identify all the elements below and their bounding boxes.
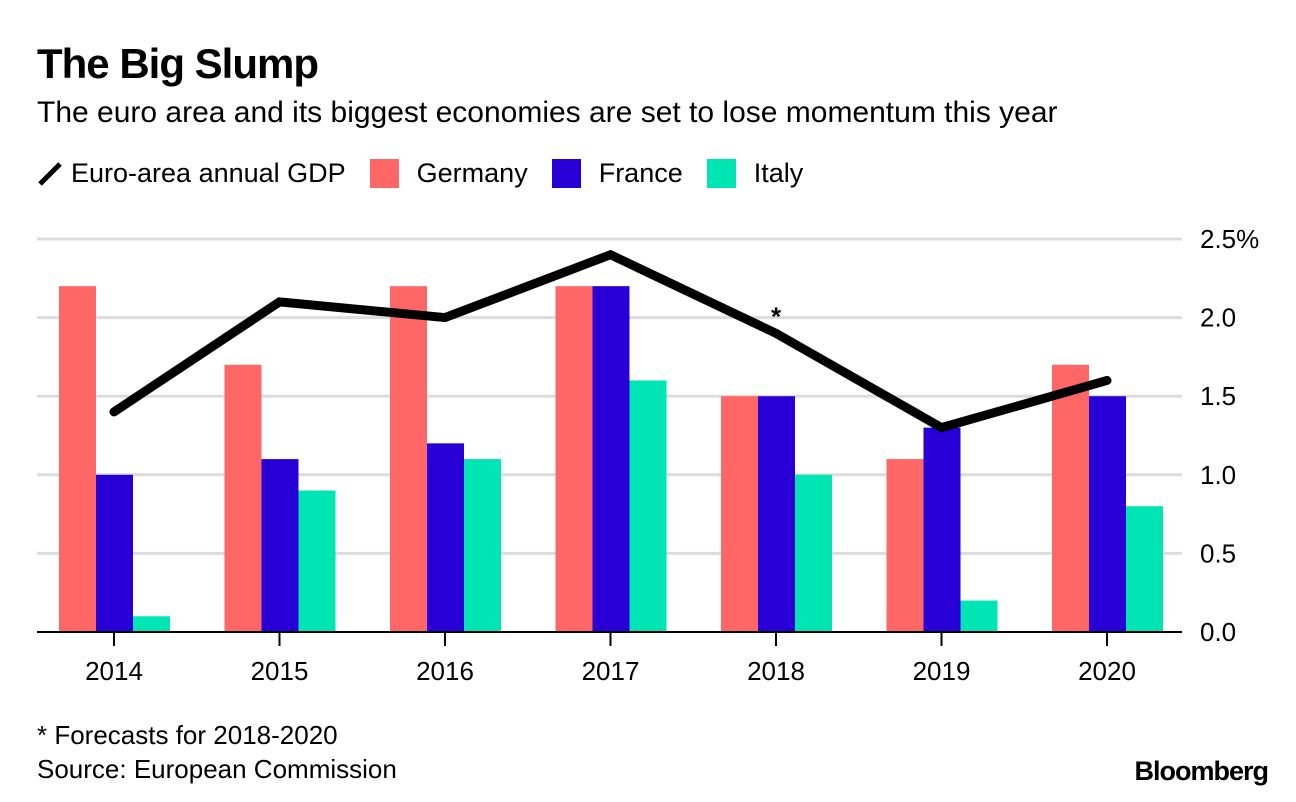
chart-title: The Big Slump xyxy=(37,40,319,87)
italy-swatch-icon xyxy=(706,159,736,188)
bar-germany-2015 xyxy=(224,364,262,632)
x-tick-label: 2015 xyxy=(251,656,309,686)
bar-france-2019 xyxy=(923,427,961,632)
y-tick-label: 2.5% xyxy=(1200,224,1259,254)
bar-italy-2015 xyxy=(298,490,336,632)
forecast-annotation: * xyxy=(771,301,782,331)
legend-label: France xyxy=(598,158,683,188)
bar-france-2018 xyxy=(758,396,795,632)
legend-item-italy: Italy xyxy=(706,158,804,189)
y-tick-label: 1.5 xyxy=(1200,381,1236,411)
y-tick-label: 0.0 xyxy=(1200,617,1236,647)
y-tick-label: 2.0 xyxy=(1200,303,1236,333)
x-tick-label: 2014 xyxy=(85,656,143,686)
legend-label: Germany xyxy=(416,158,528,188)
legend: Euro-area annual GDP Germany France Ital… xyxy=(37,158,827,189)
chart-subtitle: The euro area and its biggest economies … xyxy=(37,96,1058,129)
x-tick-label: 2019 xyxy=(913,656,971,686)
x-tick-label: 2018 xyxy=(747,656,805,686)
bar-germany-2017 xyxy=(555,286,593,632)
source-note: Source: European Commission xyxy=(37,754,397,784)
bar-germany-2020 xyxy=(1052,364,1089,632)
bar-italy-2018 xyxy=(795,474,832,632)
france-swatch-icon xyxy=(551,159,581,188)
bar-germany-2019 xyxy=(886,459,924,632)
bar-france-2016 xyxy=(427,443,464,632)
legend-label: Italy xyxy=(753,158,804,188)
x-tick-label: 2020 xyxy=(1078,656,1136,686)
bar-france-2020 xyxy=(1089,396,1126,632)
legend-item-france: France xyxy=(551,158,683,189)
bar-italy-2019 xyxy=(960,600,998,632)
bar-italy-2020 xyxy=(1126,506,1163,632)
bar-italy-2017 xyxy=(629,380,667,632)
bar-france-2015 xyxy=(261,459,299,632)
bar-germany-2016 xyxy=(390,286,427,632)
germany-swatch-icon xyxy=(369,159,399,188)
bar-france-2014 xyxy=(96,474,133,632)
footnote: * Forecasts for 2018-2020 xyxy=(37,720,338,750)
y-tick-label: 0.5 xyxy=(1200,538,1236,568)
line-swatch-icon xyxy=(38,161,62,186)
x-tick-label: 2016 xyxy=(416,656,474,686)
bar-germany-2014 xyxy=(59,286,96,632)
bar-italy-2016 xyxy=(464,459,501,632)
legend-item-euro-gdp: Euro-area annual GDP xyxy=(37,158,346,189)
bloomberg-logo: Bloomberg xyxy=(1134,756,1269,786)
legend-item-germany: Germany xyxy=(369,158,528,189)
bar-france-2017 xyxy=(592,286,630,632)
y-tick-label: 1.0 xyxy=(1200,460,1236,490)
bar-italy-2014 xyxy=(133,616,170,632)
bar-germany-2018 xyxy=(721,396,758,632)
x-tick-label: 2017 xyxy=(582,656,640,686)
legend-label: Euro-area annual GDP xyxy=(71,158,346,188)
